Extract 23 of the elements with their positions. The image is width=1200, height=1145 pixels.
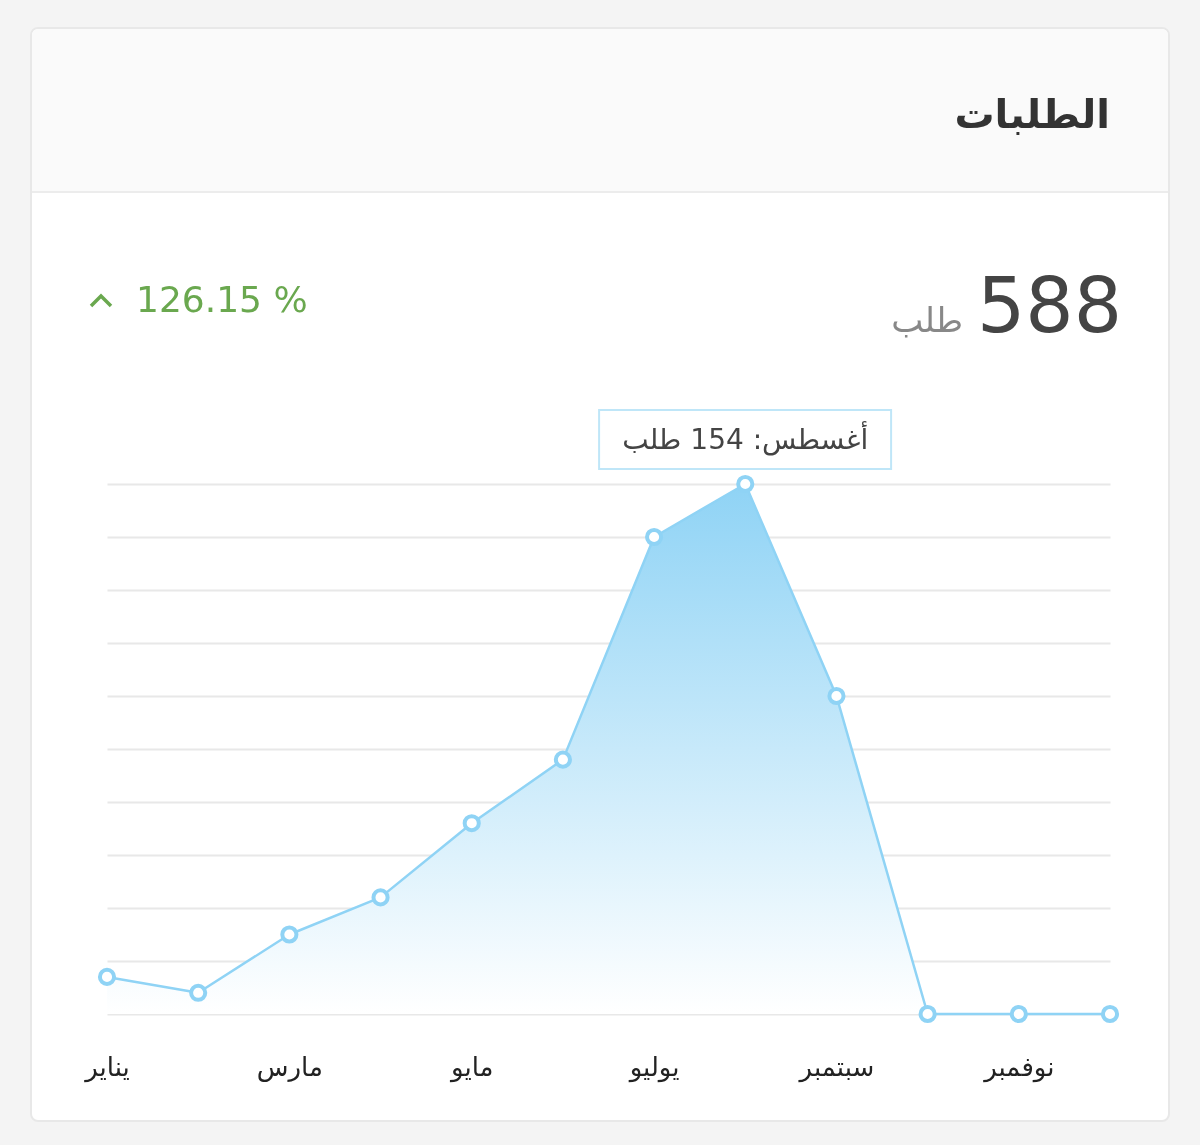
x-tick-label: مايو: [448, 1051, 494, 1083]
point: [645, 527, 664, 547]
x-tick-label: مارس: [256, 1051, 323, 1082]
point: [918, 1004, 937, 1024]
point: [1100, 1004, 1120, 1024]
point: [189, 983, 208, 1002]
text: 126.15 %: [136, 279, 308, 320]
x-tick-label: يناير: [83, 1051, 130, 1083]
point: [371, 888, 390, 907]
point: [553, 750, 572, 769]
point: [462, 814, 481, 833]
chart-title: الطلبات: [954, 91, 1110, 137]
text: 588: [976, 261, 1122, 350]
point: [1009, 1004, 1028, 1024]
text: أغسطس: 154 طلب: [598, 409, 893, 470]
point: [736, 474, 755, 494]
x-tick-label: نوفمبر: [982, 1051, 1055, 1083]
point: [97, 967, 117, 986]
point: [827, 686, 846, 706]
text: طلب: [891, 300, 963, 340]
point: [280, 925, 299, 944]
x-tick-label: سبتمبر: [797, 1051, 875, 1083]
x-tick-label: يوليو: [627, 1051, 680, 1083]
